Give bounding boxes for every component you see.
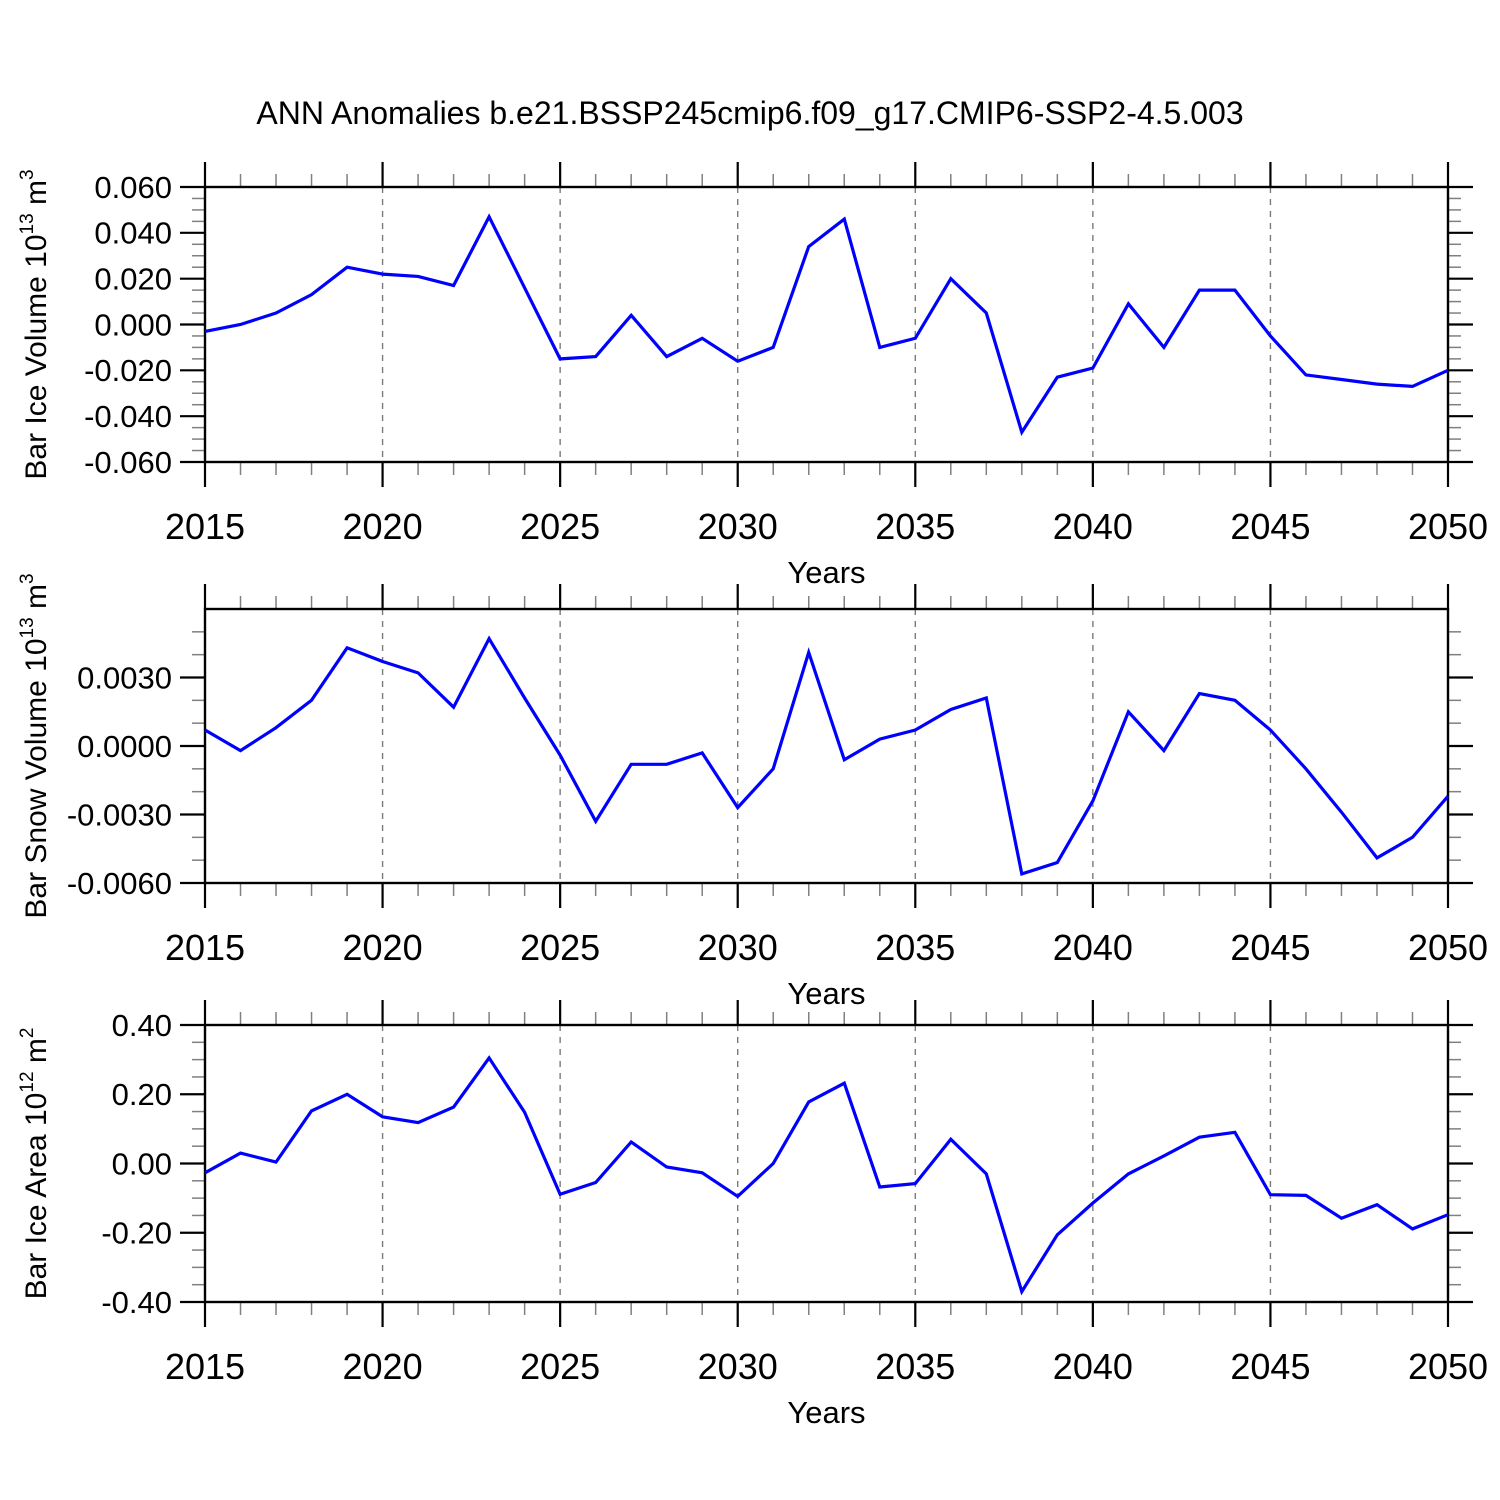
- x-tick-label: 2045: [1230, 506, 1310, 547]
- data-line: [204, 213, 1449, 436]
- y-tick-label: 0.0000: [77, 729, 172, 764]
- panel-bar-ice-volume: 0.060 0.040 0.020 0.000 -0.020 -0.040 -0.060 20…: [17, 162, 1488, 590]
- x-axis-title: Years: [787, 1395, 865, 1430]
- x-tick-label: 2050: [1408, 506, 1488, 547]
- x-tick-label: 2020: [343, 927, 423, 968]
- y-tick-label: 0.040: [94, 216, 172, 251]
- x-tick-label: 2020: [343, 1346, 423, 1387]
- chart-title: ANN Anomalies b.e21.BSSP245cmip6.f09_g17…: [256, 95, 1244, 131]
- y-tick-label: -0.20: [101, 1216, 172, 1251]
- y-tick-label: 0.060: [94, 170, 172, 205]
- x-tick-label: 2045: [1230, 1346, 1310, 1387]
- x-tick-label: 2015: [165, 506, 245, 547]
- y-tick-label: -0.0030: [67, 797, 172, 832]
- panel-bar-snow-volume: 0.0030 0.0000 -0.0030 -0.0060 2015 2020 2025 20…: [17, 573, 1488, 1011]
- x-tick-label: 2030: [698, 506, 778, 547]
- x-axis-title: Years: [787, 976, 865, 1011]
- x-tick-label: 2015: [165, 927, 245, 968]
- y-tick-label: 0.20: [112, 1077, 172, 1112]
- x-tick-label: 2020: [343, 506, 423, 547]
- y-tick-label: 0.40: [112, 1008, 172, 1043]
- y-axis-title: Bar Ice Volume 1013 m3: [17, 169, 53, 479]
- x-tick-label: 2035: [875, 506, 955, 547]
- y-tick-label: 0.000: [94, 307, 172, 342]
- y-tick-label: -0.020: [84, 353, 172, 388]
- x-tick-label: 2050: [1408, 1346, 1488, 1387]
- x-tick-label: 2040: [1053, 927, 1133, 968]
- x-tick-label: 2050: [1408, 927, 1488, 968]
- x-tick-label: 2025: [520, 1346, 600, 1387]
- y-tick-label: 0.020: [94, 262, 172, 297]
- x-tick-label: 2025: [520, 506, 600, 547]
- x-axis-title: Years: [787, 555, 865, 590]
- x-tick-label: 2040: [1053, 506, 1133, 547]
- x-tick-label: 2035: [875, 1346, 955, 1387]
- y-tick-label: -0.40: [101, 1285, 172, 1320]
- x-tick-label: 2030: [698, 1346, 778, 1387]
- y-tick-label: -0.0060: [67, 866, 172, 901]
- panel-bar-ice-area: 0.40 0.20 0.00 -0.20 -0.40 2015 2020 2025 2030 20…: [17, 1000, 1488, 1430]
- y-axis-title: Bar Ice Area 1012 m2: [17, 1028, 53, 1300]
- plot-border: [203, 607, 1450, 885]
- y-tick-label: 0.0030: [77, 660, 172, 695]
- y-axis-title: Bar Snow Volume 1013 m3: [17, 573, 53, 918]
- x-tick-label: 2030: [698, 927, 778, 968]
- data-line: [204, 1055, 1449, 1296]
- x-tick-label: 2040: [1053, 1346, 1133, 1387]
- plot-border: [203, 185, 1450, 464]
- x-tick-label: 2035: [875, 927, 955, 968]
- y-tick-label: -0.040: [84, 399, 172, 434]
- x-tick-label: 2015: [165, 1346, 245, 1387]
- y-tick-label: 0.00: [112, 1146, 172, 1181]
- x-tick-label: 2025: [520, 927, 600, 968]
- x-tick-label: 2045: [1230, 927, 1310, 968]
- data-line: [204, 635, 1450, 876]
- plot-border: [203, 1023, 1450, 1304]
- y-tick-label: -0.060: [84, 445, 172, 480]
